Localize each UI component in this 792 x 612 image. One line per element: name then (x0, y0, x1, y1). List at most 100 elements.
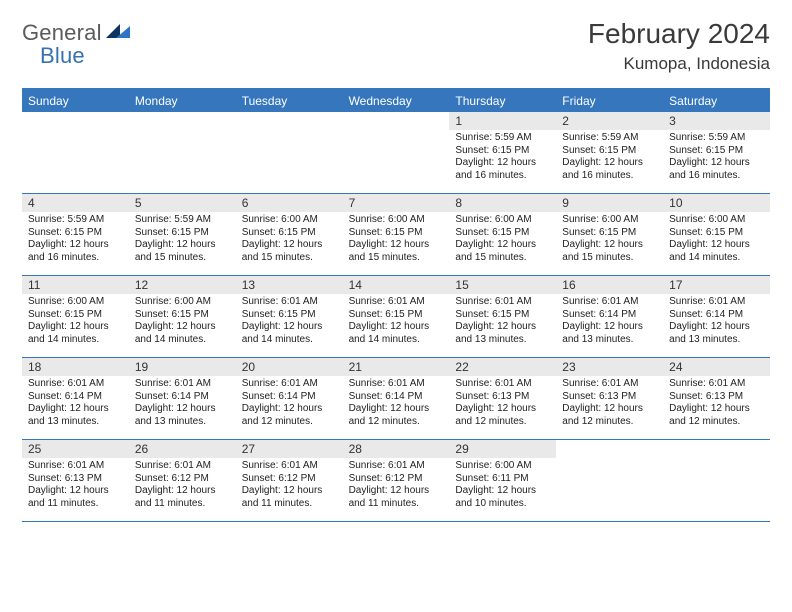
day-info: Sunrise: 6:01 AMSunset: 6:13 PMDaylight:… (663, 376, 770, 432)
calendar: Sunday Monday Tuesday Wednesday Thursday… (22, 88, 770, 522)
calendar-cell: 2Sunrise: 5:59 AMSunset: 6:15 PMDaylight… (556, 112, 663, 194)
weekday-thu: Thursday (449, 90, 556, 112)
day-number: 19 (129, 358, 236, 376)
calendar-cell: 20Sunrise: 6:01 AMSunset: 6:14 PMDayligh… (236, 358, 343, 440)
day-number: 16 (556, 276, 663, 294)
day-number: 7 (343, 194, 450, 212)
day-info: Sunrise: 6:01 AMSunset: 6:15 PMDaylight:… (236, 294, 343, 350)
day-info: Sunrise: 5:59 AMSunset: 6:15 PMDaylight:… (22, 212, 129, 268)
calendar-cell: 7Sunrise: 6:00 AMSunset: 6:15 PMDaylight… (343, 194, 450, 276)
logo-general: General (22, 20, 102, 45)
weekday-fri: Friday (556, 90, 663, 112)
calendar-cell: 21Sunrise: 6:01 AMSunset: 6:14 PMDayligh… (343, 358, 450, 440)
logo-blue: Blue (40, 43, 85, 68)
calendar-cell-blank (343, 112, 450, 194)
weekday-sat: Saturday (663, 90, 770, 112)
day-info: Sunrise: 6:00 AMSunset: 6:11 PMDaylight:… (449, 458, 556, 514)
calendar-cell-blank (236, 112, 343, 194)
calendar-cell: 5Sunrise: 5:59 AMSunset: 6:15 PMDaylight… (129, 194, 236, 276)
calendar-cell: 8Sunrise: 6:00 AMSunset: 6:15 PMDaylight… (449, 194, 556, 276)
day-number: 22 (449, 358, 556, 376)
weekday-mon: Monday (129, 90, 236, 112)
logo-triangle-icon (106, 22, 130, 43)
day-info: Sunrise: 6:00 AMSunset: 6:15 PMDaylight:… (449, 212, 556, 268)
day-number: 8 (449, 194, 556, 212)
day-info: Sunrise: 6:01 AMSunset: 6:13 PMDaylight:… (556, 376, 663, 432)
title-block: February 2024 Kumopa, Indonesia (588, 18, 770, 74)
day-info: Sunrise: 6:00 AMSunset: 6:15 PMDaylight:… (236, 212, 343, 268)
calendar-cell: 19Sunrise: 6:01 AMSunset: 6:14 PMDayligh… (129, 358, 236, 440)
weekday-tue: Tuesday (236, 90, 343, 112)
day-number: 27 (236, 440, 343, 458)
day-info: Sunrise: 6:00 AMSunset: 6:15 PMDaylight:… (663, 212, 770, 268)
weekday-wed: Wednesday (343, 90, 450, 112)
calendar-cell: 24Sunrise: 6:01 AMSunset: 6:13 PMDayligh… (663, 358, 770, 440)
day-number: 29 (449, 440, 556, 458)
calendar-cell: 15Sunrise: 6:01 AMSunset: 6:15 PMDayligh… (449, 276, 556, 358)
day-number: 10 (663, 194, 770, 212)
calendar-cell: 12Sunrise: 6:00 AMSunset: 6:15 PMDayligh… (129, 276, 236, 358)
calendar-cell: 18Sunrise: 6:01 AMSunset: 6:14 PMDayligh… (22, 358, 129, 440)
calendar-cell: 3Sunrise: 5:59 AMSunset: 6:15 PMDaylight… (663, 112, 770, 194)
day-info: Sunrise: 6:01 AMSunset: 6:15 PMDaylight:… (343, 294, 450, 350)
header: General Blue February 2024 Kumopa, Indon… (22, 18, 770, 74)
day-number: 12 (129, 276, 236, 294)
day-number: 20 (236, 358, 343, 376)
calendar-cell: 6Sunrise: 6:00 AMSunset: 6:15 PMDaylight… (236, 194, 343, 276)
calendar-cell: 16Sunrise: 6:01 AMSunset: 6:14 PMDayligh… (556, 276, 663, 358)
day-number: 14 (343, 276, 450, 294)
calendar-cell: 22Sunrise: 6:01 AMSunset: 6:13 PMDayligh… (449, 358, 556, 440)
day-info: Sunrise: 6:00 AMSunset: 6:15 PMDaylight:… (556, 212, 663, 268)
day-info: Sunrise: 5:59 AMSunset: 6:15 PMDaylight:… (129, 212, 236, 268)
day-number: 17 (663, 276, 770, 294)
day-number: 26 (129, 440, 236, 458)
day-number: 3 (663, 112, 770, 130)
day-info: Sunrise: 6:01 AMSunset: 6:14 PMDaylight:… (663, 294, 770, 350)
day-info: Sunrise: 6:01 AMSunset: 6:14 PMDaylight:… (22, 376, 129, 432)
calendar-cell: 1Sunrise: 5:59 AMSunset: 6:15 PMDaylight… (449, 112, 556, 194)
day-info: Sunrise: 6:01 AMSunset: 6:14 PMDaylight:… (236, 376, 343, 432)
calendar-cell: 13Sunrise: 6:01 AMSunset: 6:15 PMDayligh… (236, 276, 343, 358)
day-info: Sunrise: 6:01 AMSunset: 6:14 PMDaylight:… (556, 294, 663, 350)
calendar-cell: 14Sunrise: 6:01 AMSunset: 6:15 PMDayligh… (343, 276, 450, 358)
calendar-cell-blank (556, 440, 663, 522)
day-number: 28 (343, 440, 450, 458)
day-number: 21 (343, 358, 450, 376)
page-subtitle: Kumopa, Indonesia (588, 54, 770, 74)
day-info: Sunrise: 6:01 AMSunset: 6:12 PMDaylight:… (236, 458, 343, 514)
weekday-sun: Sunday (22, 90, 129, 112)
day-number: 25 (22, 440, 129, 458)
logo-text-block: General Blue (22, 22, 130, 68)
day-number: 11 (22, 276, 129, 294)
calendar-cell: 25Sunrise: 6:01 AMSunset: 6:13 PMDayligh… (22, 440, 129, 522)
day-number: 15 (449, 276, 556, 294)
weekday-header: Sunday Monday Tuesday Wednesday Thursday… (22, 90, 770, 112)
calendar-cell: 28Sunrise: 6:01 AMSunset: 6:12 PMDayligh… (343, 440, 450, 522)
day-info: Sunrise: 5:59 AMSunset: 6:15 PMDaylight:… (663, 130, 770, 186)
day-number: 23 (556, 358, 663, 376)
day-info: Sunrise: 6:01 AMSunset: 6:12 PMDaylight:… (129, 458, 236, 514)
calendar-cell-blank (129, 112, 236, 194)
day-info: Sunrise: 6:00 AMSunset: 6:15 PMDaylight:… (343, 212, 450, 268)
day-info: Sunrise: 6:00 AMSunset: 6:15 PMDaylight:… (22, 294, 129, 350)
day-number: 5 (129, 194, 236, 212)
day-number: 4 (22, 194, 129, 212)
day-number: 13 (236, 276, 343, 294)
day-number: 2 (556, 112, 663, 130)
calendar-cell: 27Sunrise: 6:01 AMSunset: 6:12 PMDayligh… (236, 440, 343, 522)
day-info: Sunrise: 5:59 AMSunset: 6:15 PMDaylight:… (449, 130, 556, 186)
logo: General Blue (22, 22, 130, 68)
calendar-cell: 29Sunrise: 6:00 AMSunset: 6:11 PMDayligh… (449, 440, 556, 522)
calendar-cell: 23Sunrise: 6:01 AMSunset: 6:13 PMDayligh… (556, 358, 663, 440)
day-info: Sunrise: 6:01 AMSunset: 6:14 PMDaylight:… (129, 376, 236, 432)
day-number: 24 (663, 358, 770, 376)
calendar-cell: 10Sunrise: 6:00 AMSunset: 6:15 PMDayligh… (663, 194, 770, 276)
day-number: 1 (449, 112, 556, 130)
day-number: 18 (22, 358, 129, 376)
calendar-cell-blank (663, 440, 770, 522)
calendar-cell: 17Sunrise: 6:01 AMSunset: 6:14 PMDayligh… (663, 276, 770, 358)
day-info: Sunrise: 6:01 AMSunset: 6:13 PMDaylight:… (22, 458, 129, 514)
page-title: February 2024 (588, 18, 770, 50)
day-info: Sunrise: 6:01 AMSunset: 6:12 PMDaylight:… (343, 458, 450, 514)
calendar-cell-blank (22, 112, 129, 194)
